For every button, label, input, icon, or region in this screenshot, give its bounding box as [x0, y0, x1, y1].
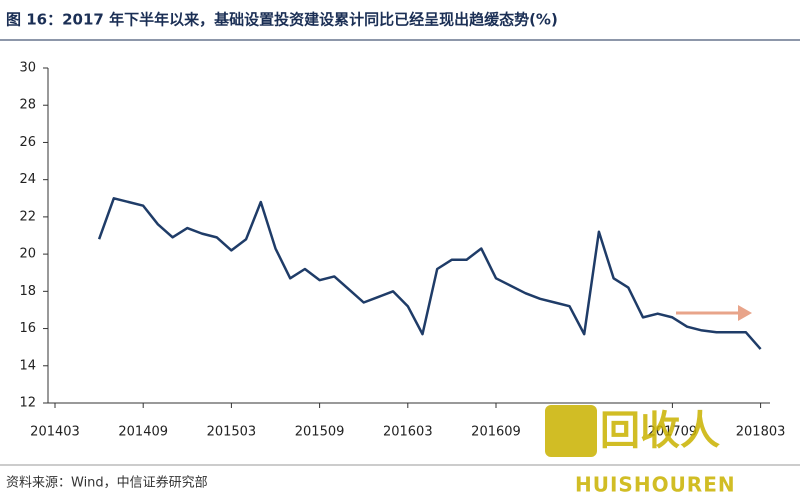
y-tick-label: 12: [19, 396, 36, 411]
y-tick-label: 16: [19, 321, 36, 336]
chart-title: 图 16：2017 年下半年以来，基础设置投资建设累计同比已经呈现出趋缓态势(%…: [6, 11, 558, 29]
watermark-badge: [545, 405, 597, 457]
x-tick-label: 201403: [30, 425, 80, 440]
watermark-subtext: HUISHOUREN: [575, 473, 736, 497]
x-tick-label: 201609: [471, 425, 521, 440]
source-note: 资料来源：Wind，中信证券研究部: [6, 475, 208, 491]
x-tick-label: 201803: [736, 425, 786, 440]
y-tick-label: 14: [19, 358, 36, 373]
data-line: [97, 197, 762, 350]
y-tick-label: 30: [19, 61, 36, 76]
x-tick-label: 201603: [383, 425, 433, 440]
x-tick-label: 201503: [207, 425, 257, 440]
watermark: 回收人 HUISHOUREN: [545, 405, 736, 497]
watermark-text: 回收人: [600, 408, 720, 454]
x-tick-label: 201509: [295, 425, 345, 440]
y-tick-label: 26: [19, 135, 36, 150]
x-tick-label: 201709: [648, 425, 698, 440]
x-tick-label: 201409: [118, 425, 168, 440]
y-tick-label: 20: [19, 247, 36, 262]
y-tick-label: 24: [19, 172, 36, 187]
arrow-head: [738, 305, 752, 321]
trend-arrow: [676, 305, 752, 321]
y-tick-label: 22: [19, 209, 36, 224]
y-tick-label: 28: [19, 98, 36, 113]
y-tick-label: 18: [19, 284, 36, 299]
